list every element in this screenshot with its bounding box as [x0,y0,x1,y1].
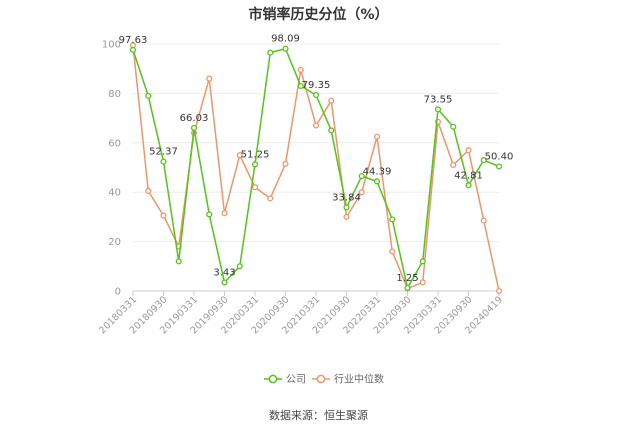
series-point[interactable] [236,263,243,270]
legend-item-1[interactable]: 行业中位数 [312,373,384,386]
legend-item-0[interactable]: 公司 [264,375,306,386]
series-point[interactable] [358,173,365,180]
series-point[interactable] [373,133,381,140]
data-label: 79.35 [302,80,331,91]
y-tick-label: 80 [108,89,121,100]
series-point[interactable] [282,160,289,167]
series-point[interactable] [419,279,426,286]
series-point[interactable] [328,127,335,134]
legend-label: 公司 [286,375,306,386]
series-point[interactable] [145,92,152,99]
data-label: 98.09 [271,34,300,45]
series-point[interactable] [251,161,259,168]
series-0 [129,45,503,291]
series-point[interactable] [236,152,243,159]
data-label: 73.55 [424,94,453,105]
legend-marker [268,374,278,384]
series-point[interactable] [267,195,274,202]
series-point[interactable] [129,46,137,53]
data-labels: 97.63 52.37 66.03 3.43 51.25 98.09 79.35 33.84 4… [119,34,514,284]
series-point[interactable] [190,124,198,131]
series-point[interactable] [389,248,396,255]
series-point[interactable] [328,97,335,104]
series-point[interactable] [206,75,213,82]
x-axis: 2018033120180930201903312019093020200331… [97,291,505,336]
legend[interactable]: 公司 行业中位数 [264,373,384,386]
series-point[interactable] [480,157,487,164]
y-axis: 0 20 40 60 80 100 [102,40,121,298]
series-point[interactable] [267,49,274,56]
data-label: 44.39 [363,166,392,177]
data-label: 33.84 [332,192,361,203]
data-label: 51.25 [241,149,270,160]
y-tick-label: 100 [102,40,121,51]
series-point[interactable] [343,213,350,220]
series-point[interactable] [221,279,228,286]
data-label: 66.03 [180,113,209,124]
series-point[interactable] [419,258,426,265]
series-point[interactable] [221,210,228,217]
chart-title: 市销率历史分位（%） [248,6,388,23]
series-point[interactable] [465,147,472,154]
series-point[interactable] [434,106,442,113]
series-point[interactable] [160,158,167,165]
series-point[interactable] [145,187,152,195]
series-point[interactable] [297,82,304,90]
data-label: 52.37 [149,147,178,158]
series-point[interactable] [495,163,503,170]
y-tick-label: 0 [115,287,121,298]
y-tick-label: 40 [108,188,121,199]
data-label: 3.43 [213,268,235,279]
legend-label: 行业中位数 [334,373,384,386]
series-point[interactable] [175,258,182,265]
data-label: 1.25 [396,273,418,284]
series-lines [129,42,503,295]
series-point[interactable] [358,189,365,196]
series-point[interactable] [160,212,167,219]
y-tick-label: 60 [108,138,121,149]
data-label: 42.81 [454,170,483,181]
series-point[interactable] [343,204,350,211]
source-text: 数据来源：恒生聚源 [269,408,368,422]
series-point[interactable] [465,182,472,189]
series-point[interactable] [251,184,259,191]
series-point[interactable] [495,287,503,295]
series-point[interactable] [450,123,457,130]
series-point[interactable] [312,91,320,99]
series-point[interactable] [297,66,304,73]
series-point[interactable] [450,161,457,169]
data-label: 97.63 [119,35,148,46]
series-point[interactable] [389,216,396,223]
y-tick-label: 20 [108,237,121,248]
series-point[interactable] [206,211,213,218]
series-point[interactable] [312,122,320,129]
series-point[interactable] [282,45,289,52]
series-point[interactable] [480,217,487,224]
series-point[interactable] [373,178,381,185]
series-point[interactable] [404,284,411,291]
legend-marker [316,374,326,384]
data-label: 50.40 [485,152,514,163]
